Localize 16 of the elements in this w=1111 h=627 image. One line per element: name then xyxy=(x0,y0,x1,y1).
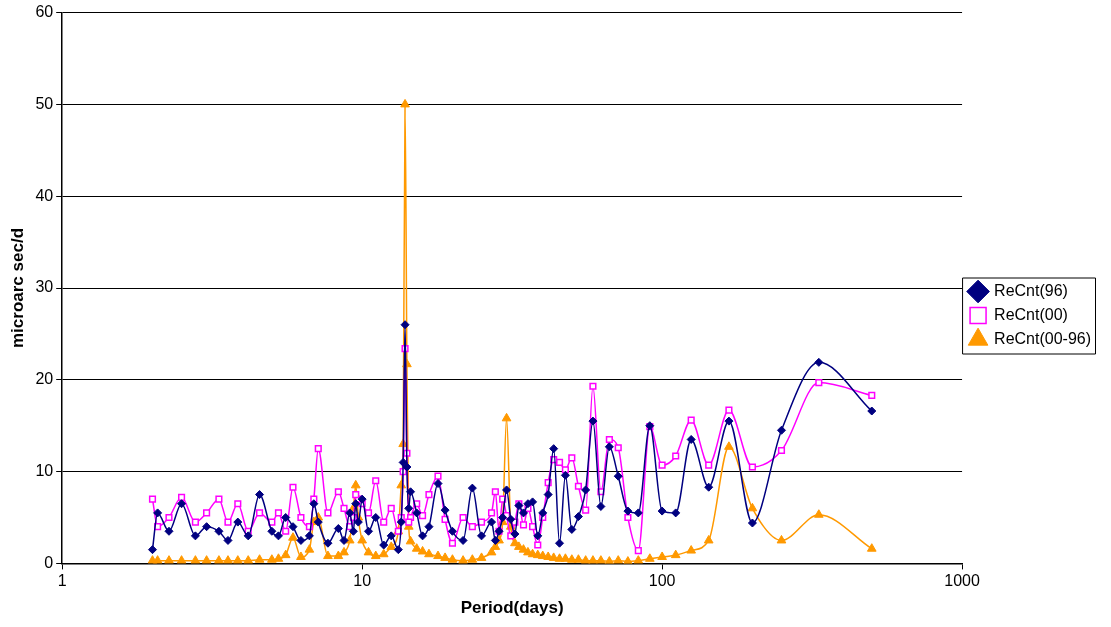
y-tick-label: 20 xyxy=(35,370,54,388)
y-tick-label: 30 xyxy=(35,278,54,296)
y-axis-title: microarc sec/d xyxy=(7,227,27,349)
y-tick-label: 60 xyxy=(35,3,54,21)
x-axis-title: Period(days) xyxy=(460,598,564,618)
x-tick-label: 100 xyxy=(648,572,676,590)
x-tick-label: 10 xyxy=(353,572,372,590)
y-tick-label: 50 xyxy=(35,94,54,112)
y-tick-label: 0 xyxy=(44,553,54,571)
legend-label: ReCnt(00-96) xyxy=(994,329,1092,347)
legend-label: ReCnt(00) xyxy=(994,305,1068,323)
x-tick-label: 1 xyxy=(57,572,67,590)
y-tick-label: 40 xyxy=(35,186,54,204)
x-tick-label: 1000 xyxy=(944,572,980,590)
legend-label: ReCnt(96) xyxy=(994,281,1068,299)
y-tick-label: 10 xyxy=(35,462,54,480)
